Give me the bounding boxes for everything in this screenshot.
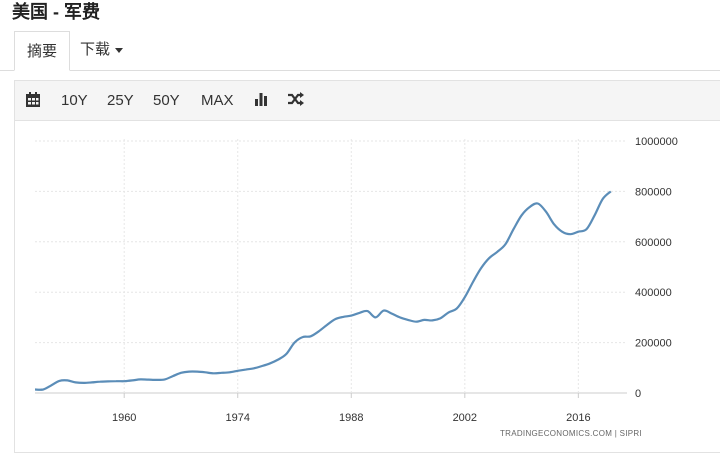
y-tick-label: 400000 [635, 287, 672, 299]
tab-bar: 摘要 下载 [0, 30, 720, 71]
range-25y-button[interactable]: 25Y [107, 92, 134, 109]
calendar-icon[interactable] [25, 91, 41, 111]
y-tick-label: 600000 [635, 237, 672, 249]
x-tick-label: 2002 [453, 412, 477, 424]
range-10y-button[interactable]: 10Y [61, 92, 88, 109]
caret-down-icon [115, 47, 124, 53]
chart-toolbar: 10Y 25Y 50Y MAX [15, 81, 720, 121]
shuffle-icon[interactable] [287, 91, 305, 111]
tab-download[interactable]: 下载 [80, 30, 124, 70]
tab-summary[interactable]: 摘要 [14, 31, 71, 71]
x-tick-label: 1988 [339, 412, 363, 424]
x-tick-label: 1960 [112, 412, 136, 424]
x-tick-label: 2016 [566, 412, 590, 424]
chart-panel: 10Y 25Y 50Y MAX 1960 1974 1988 2002 2016 0 20… [14, 80, 720, 453]
series-line [34, 190, 612, 391]
y-tick-label: 0 [635, 388, 641, 400]
tab-download-label: 下载 [80, 41, 111, 58]
y-tick-label: 1000000 [635, 136, 678, 148]
y-tick-label: 200000 [635, 338, 672, 350]
y-tick-label: 800000 [635, 186, 672, 198]
x-tick-label: 1974 [225, 412, 249, 424]
tab-summary-label: 摘要 [27, 43, 58, 60]
page-title: 美国 - 军费 [12, 2, 100, 22]
bar-chart-icon[interactable] [253, 91, 269, 111]
range-50y-button[interactable]: 50Y [153, 92, 180, 109]
range-max-button[interactable]: MAX [201, 92, 234, 109]
line-chart: 1960 1974 1988 2002 2016 0 200000 400000 600000… [34, 136, 678, 438]
chart-credit: TRADINGECONOMICS.COM | SIPRI [500, 429, 642, 438]
